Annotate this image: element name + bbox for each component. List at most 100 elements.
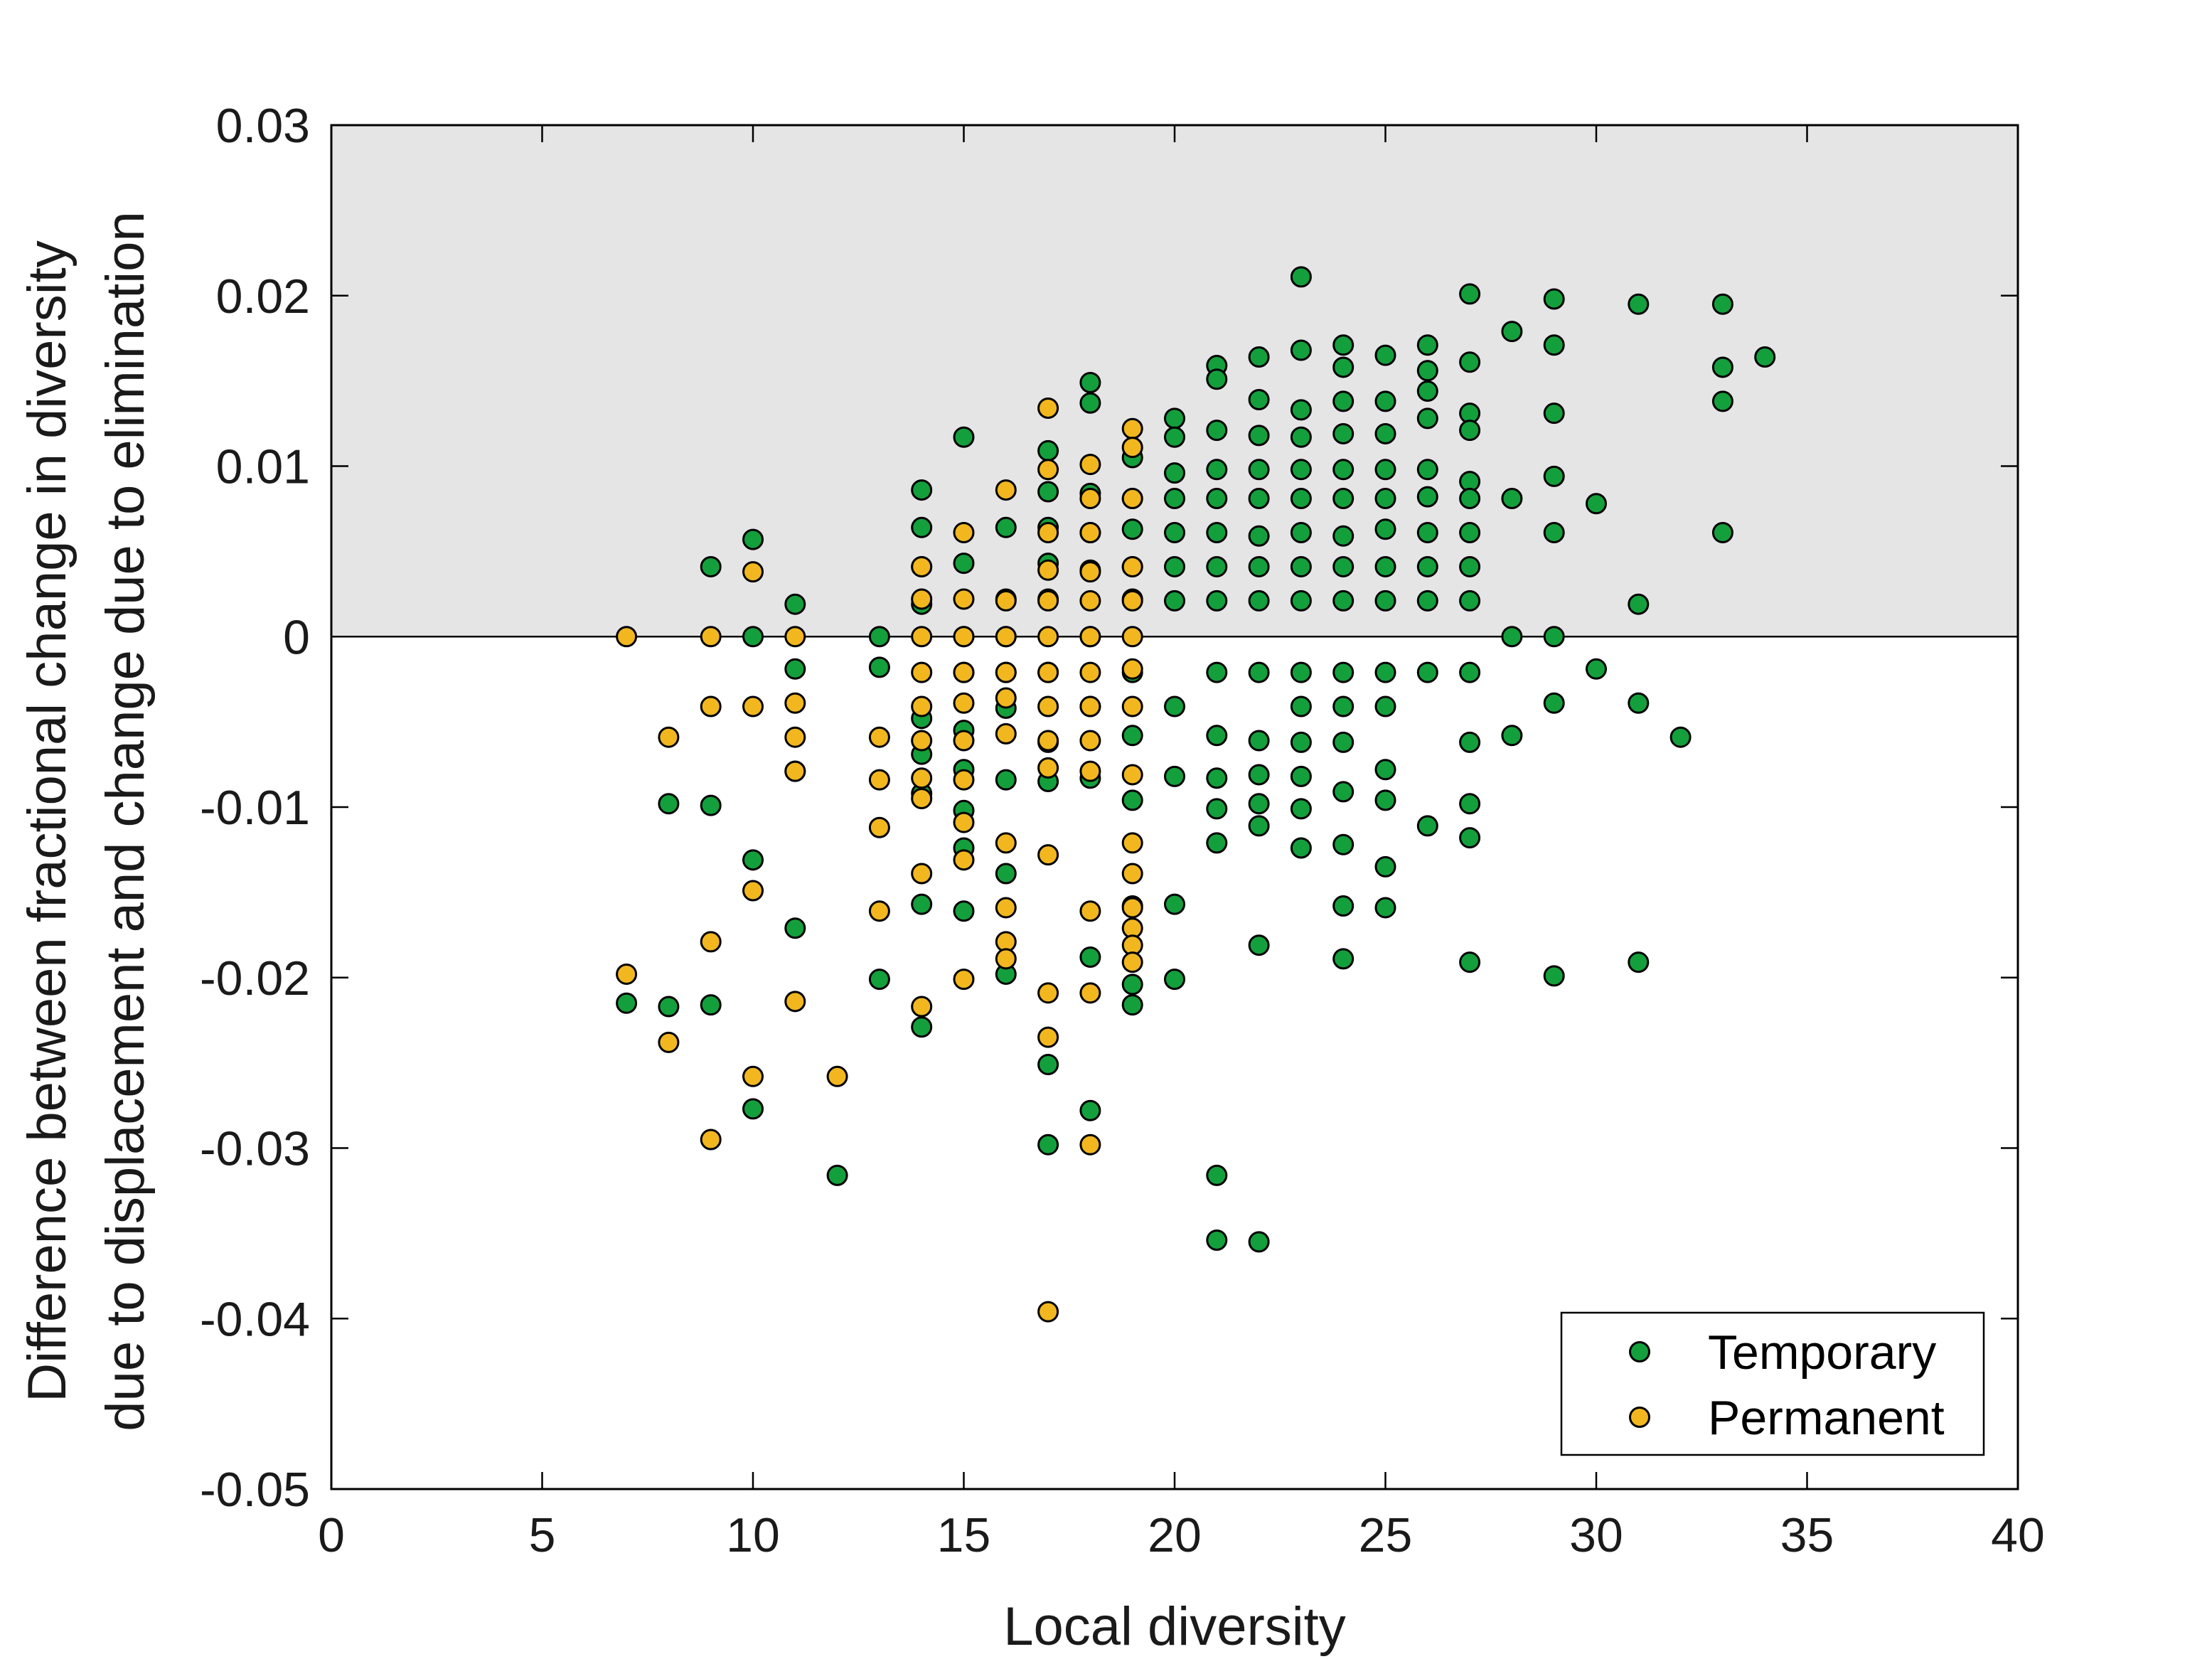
data-point-temporary (1248, 346, 1270, 368)
data-point-temporary (1206, 488, 1228, 510)
data-point-temporary (1374, 390, 1396, 412)
data-point-permanent (911, 661, 933, 683)
data-point-temporary (1206, 1164, 1228, 1186)
data-point-temporary (1206, 798, 1228, 820)
data-point-temporary (1711, 390, 1733, 412)
data-point-temporary (1543, 692, 1565, 714)
data-point-permanent (1079, 730, 1101, 752)
data-point-permanent (953, 969, 975, 991)
data-point-permanent (1121, 764, 1143, 786)
data-point-permanent (953, 811, 975, 833)
data-point-temporary (1164, 488, 1185, 510)
data-point-temporary (1206, 832, 1228, 854)
data-point-temporary (1037, 481, 1059, 503)
data-point-temporary (1332, 833, 1355, 855)
data-point-temporary (1543, 402, 1565, 425)
data-point-temporary (1164, 695, 1185, 718)
data-point-temporary (1416, 815, 1438, 837)
data-point-temporary (1416, 334, 1438, 356)
data-point-temporary (1374, 855, 1396, 877)
data-point-temporary (1290, 837, 1312, 859)
data-point-permanent (1079, 454, 1101, 476)
data-point-temporary (1206, 661, 1228, 683)
data-point-temporary (953, 553, 975, 575)
data-point-temporary (742, 626, 764, 648)
data-point-temporary (1416, 522, 1438, 544)
data-point-permanent (953, 626, 975, 648)
data-point-permanent (911, 767, 933, 789)
data-point-permanent (1121, 832, 1143, 854)
data-point-temporary (1332, 695, 1355, 718)
data-point-temporary (1374, 789, 1396, 811)
data-point-temporary (1501, 626, 1523, 648)
data-point-temporary (1459, 351, 1481, 373)
data-point-temporary (1079, 372, 1101, 394)
data-point-temporary (1332, 488, 1355, 510)
data-point-temporary (1164, 522, 1185, 544)
y-tick-label: 0.01 (216, 440, 310, 494)
data-point-permanent (911, 626, 933, 648)
data-point-temporary (1332, 895, 1355, 917)
data-point-temporary (1459, 590, 1481, 612)
data-point-temporary (1374, 590, 1396, 612)
data-point-temporary (1290, 765, 1312, 787)
data-point-temporary (1543, 288, 1565, 310)
data-point-permanent (1037, 757, 1059, 779)
data-point-permanent (742, 561, 764, 583)
data-point-permanent (911, 588, 933, 610)
x-tick-label: 30 (1569, 1508, 1623, 1562)
data-point-temporary (1206, 725, 1228, 747)
data-point-permanent (1037, 626, 1059, 648)
data-point-permanent (1121, 695, 1143, 718)
x-tick-label: 15 (937, 1508, 991, 1562)
x-tick-label: 40 (1991, 1508, 2045, 1562)
data-point-permanent (1037, 982, 1059, 1004)
data-point-temporary (1501, 321, 1523, 343)
data-point-temporary (995, 863, 1017, 885)
data-point-temporary (1332, 948, 1355, 970)
data-point-temporary (1459, 951, 1481, 973)
data-point-permanent (784, 626, 806, 648)
data-point-temporary (742, 849, 764, 871)
data-point-temporary (1248, 764, 1270, 786)
data-point-temporary (1290, 266, 1312, 288)
x-tick-label: 35 (1780, 1508, 1834, 1562)
data-point-permanent (995, 897, 1017, 919)
data-point-permanent (868, 900, 890, 922)
data-point-temporary (1290, 339, 1312, 361)
data-point-temporary (1459, 731, 1481, 753)
data-point-temporary (995, 769, 1017, 791)
data-point-temporary (1290, 522, 1312, 544)
data-point-temporary (1248, 388, 1270, 410)
data-point-permanent (1037, 459, 1059, 481)
y-tick-label: -0.01 (200, 781, 310, 835)
data-point-permanent (953, 588, 975, 610)
y-tick-label: -0.02 (200, 951, 310, 1005)
data-point-temporary (1248, 555, 1270, 577)
data-point-permanent (826, 1065, 848, 1087)
data-point-temporary (1248, 793, 1270, 815)
data-point-temporary (1416, 407, 1438, 430)
data-point-temporary (1459, 522, 1481, 544)
data-point-temporary (1164, 407, 1185, 430)
data-point-permanent (1037, 1301, 1059, 1323)
data-point-temporary (1332, 422, 1355, 444)
data-point-permanent (1121, 897, 1143, 919)
data-point-temporary (1501, 725, 1523, 747)
data-point-temporary (1332, 334, 1355, 356)
x-tick-label: 5 (529, 1508, 556, 1562)
data-point-permanent (868, 816, 890, 838)
data-point-temporary (742, 528, 764, 550)
data-point-temporary (1374, 897, 1396, 919)
data-point-permanent (742, 880, 764, 902)
data-point-temporary (1374, 344, 1396, 366)
data-point-temporary (1459, 283, 1481, 305)
legend-marker-temporary (1629, 1341, 1650, 1362)
data-point-temporary (1416, 380, 1438, 402)
y-tick-label: -0.05 (200, 1463, 310, 1517)
data-point-permanent (1121, 590, 1143, 612)
data-point-temporary (742, 1098, 764, 1120)
data-point-temporary (1459, 555, 1481, 577)
data-point-temporary (995, 516, 1017, 538)
